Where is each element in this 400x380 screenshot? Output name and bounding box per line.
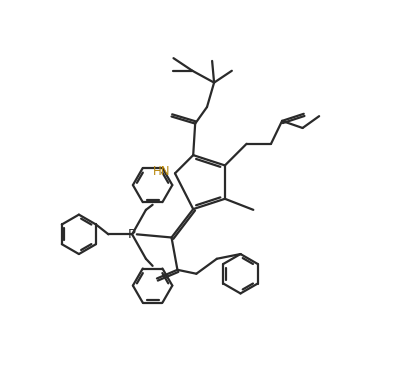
Text: HN: HN	[153, 165, 170, 178]
Text: P: P	[128, 228, 136, 241]
